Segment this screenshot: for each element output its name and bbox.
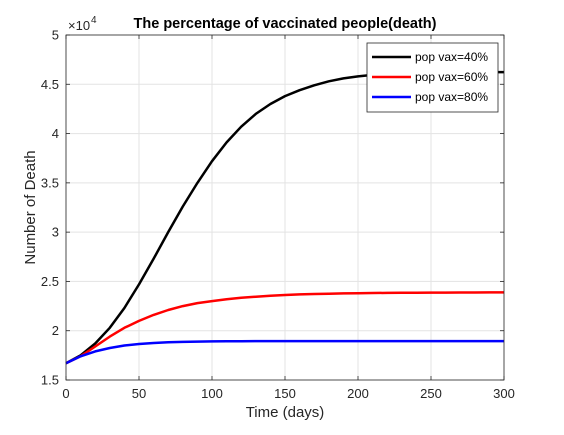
x-tick-label: 200 [347,386,369,401]
legend: pop vax=40% pop vax=60% pop vax=80% [366,42,499,113]
y-tick-label: 3 [52,225,59,240]
axis-ticks: 0 50 100 150 200 250 300 1.5 2 2.5 3 3.5 4 4.5 5 [41,28,515,402]
y-tick-label: 4.5 [41,77,59,92]
series-line-2 [65,291,504,365]
legend-entry-3: pop vax=80% [415,90,488,104]
y-exponent: ×10 4 [68,15,97,33]
y-axis-label: Number of Death [22,150,39,264]
x-tick-label: 100 [201,386,223,401]
y-tick-label: 5 [52,28,59,43]
legend-entry-2: pop vax=60% [415,70,488,84]
x-tick-label: 300 [493,386,515,401]
x-tick-label: 250 [420,386,442,401]
y-tick-label: 3.5 [41,175,59,190]
chart-title: The percentage of vaccinated people(deat… [134,16,437,32]
series-line-3 [65,339,504,365]
legend-entry-1: pop vax=40% [415,50,488,64]
y-exponent-power: 4 [91,15,97,26]
x-tick-label: 50 [132,386,146,401]
x-tick-label: 0 [62,386,69,401]
x-axis-label: Time (days) [246,404,325,421]
y-tick-label: 4 [52,126,59,141]
y-tick-label: 1.5 [41,373,59,388]
y-exponent-base: ×10 [68,18,90,33]
x-tick-label: 150 [274,386,296,401]
y-tick-label: 2 [52,323,59,338]
y-tick-label: 2.5 [41,274,59,289]
